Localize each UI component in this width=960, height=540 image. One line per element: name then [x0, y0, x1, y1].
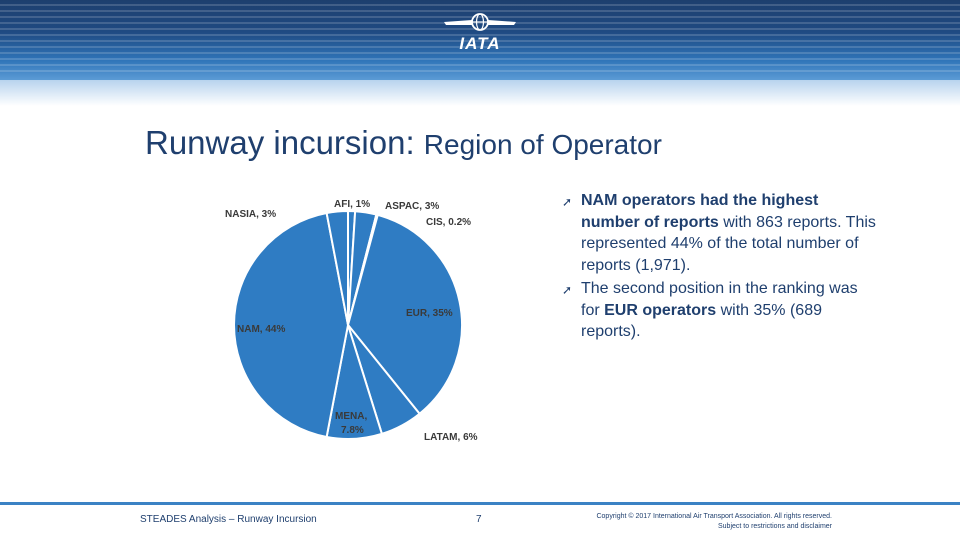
arrow-bullet-icon: ➚	[562, 195, 573, 209]
label-nasia: NASIA, 3%	[225, 209, 276, 220]
footer-divider	[0, 502, 960, 505]
header-banner: IATA	[0, 0, 960, 80]
copyright-line-1: Copyright © 2017 International Air Trans…	[596, 513, 832, 520]
pie-slice-nam	[233, 211, 350, 439]
iata-logo: IATA	[440, 12, 520, 54]
label-eur: EUR, 35%	[406, 308, 453, 319]
copyright: Copyright © 2017 International Air Trans…	[520, 512, 832, 532]
pie-chart: AFI, 1% ASPAC, 3% CIS, 0.2% EUR, 35% LAT…	[220, 185, 490, 450]
copyright-line-2: Subject to restrictions and disclaimer	[718, 523, 832, 530]
bullet-item: ➚ NAM operators had the highest number o…	[560, 190, 880, 276]
bullet-item: ➚ The second position in the ranking was…	[560, 278, 880, 343]
label-mena-1: MENA,	[335, 411, 367, 422]
footer-title: STEADES Analysis – Runway Incursion	[140, 514, 317, 525]
label-nam: NAM, 44%	[237, 324, 285, 335]
bullet-1-strong: NAM operators had the highest number of …	[581, 192, 819, 231]
label-cis: CIS, 0.2%	[426, 217, 471, 228]
label-aspac: ASPAC, 3%	[385, 201, 439, 212]
bullet-2-pre: The second position in the ranking was f…	[581, 280, 858, 319]
logo-text: IATA	[459, 34, 501, 53]
pie-slice-nasia	[325, 209, 349, 326]
pie-slice-eur	[346, 213, 463, 416]
bullet-list: ➚ NAM operators had the highest number o…	[560, 190, 880, 345]
title-main: Runway incursion:	[145, 124, 415, 161]
label-mena-2: 7.8%	[341, 425, 364, 436]
label-latam: LATAM, 6%	[424, 432, 478, 443]
page-number: 7	[476, 514, 482, 525]
pie-chart-svg: AFI, 1% ASPAC, 3% CIS, 0.2% EUR, 35% LAT…	[225, 199, 478, 443]
bullet-1-text: with 863 reports. This represented 44% o…	[581, 213, 876, 274]
arrow-bullet-icon: ➚	[562, 283, 573, 297]
header-fade	[0, 80, 960, 106]
label-afi: AFI, 1%	[334, 199, 370, 210]
bullet-2-post: with 35% (689 reports).	[581, 301, 822, 341]
title-sub: Region of Operator	[423, 129, 662, 160]
slide-title: Runway incursion: Region of Operator	[145, 124, 662, 162]
globe-wings-icon	[444, 13, 516, 31]
bullet-2-strong: EUR operators	[604, 301, 717, 319]
